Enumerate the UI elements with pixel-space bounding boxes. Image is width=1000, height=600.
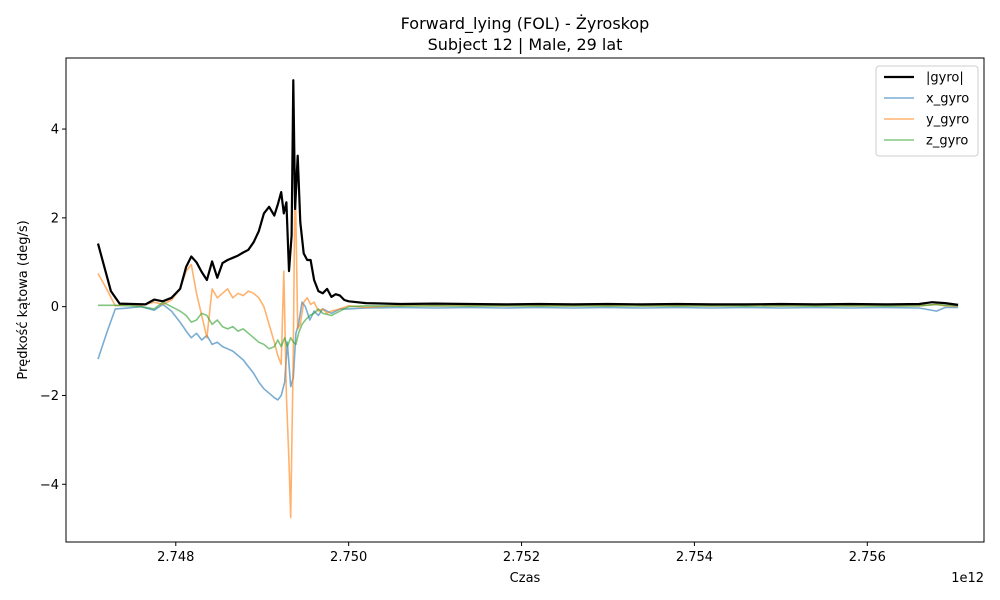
legend-frame <box>875 65 979 157</box>
legend: |gyro| x_gyro y_gyro z_gyro <box>875 65 979 157</box>
legend-label: x_gyro <box>926 92 969 107</box>
x-tick-label: 2.754 <box>676 550 713 565</box>
legend-label: z_gyro <box>926 134 968 149</box>
x-axis-label: Czas <box>510 571 541 586</box>
x-axis-offset-label: 1e12 <box>951 571 984 586</box>
x-tick-label: 2.756 <box>849 550 886 565</box>
legend-label: y_gyro <box>926 113 969 128</box>
series-line-x_gyro <box>97 301 959 401</box>
y-tick-label: −4 <box>40 478 59 493</box>
legend-label: |gyro| <box>926 71 964 86</box>
x-tick-label: 2.750 <box>330 550 367 565</box>
x-axis-ticks: 2.748 2.750 2.752 2.754 2.756 <box>157 542 886 565</box>
y-tick-label: 4 <box>51 123 59 138</box>
plot-frame <box>65 57 985 543</box>
y-axis-label: Prędkość kątowa (deg/s) <box>16 220 31 379</box>
y-tick-label: 2 <box>51 211 59 226</box>
series-layer <box>96 79 959 519</box>
chart-title: Forward_lying (FOL) - Żyroskop <box>401 14 650 34</box>
y-tick-label: 0 <box>51 300 59 315</box>
plot-area <box>66 58 984 542</box>
series-line-gyro <box>96 79 959 306</box>
x-tick-label: 2.748 <box>157 550 194 565</box>
y-axis-ticks: −4 −2 0 2 4 <box>40 123 66 493</box>
series-line-z_gyro <box>98 301 959 350</box>
x-tick-label: 2.752 <box>503 550 540 565</box>
chart-subtitle: Subject 12 | Male, 29 lat <box>428 35 623 54</box>
y-tick-label: −2 <box>40 389 59 404</box>
